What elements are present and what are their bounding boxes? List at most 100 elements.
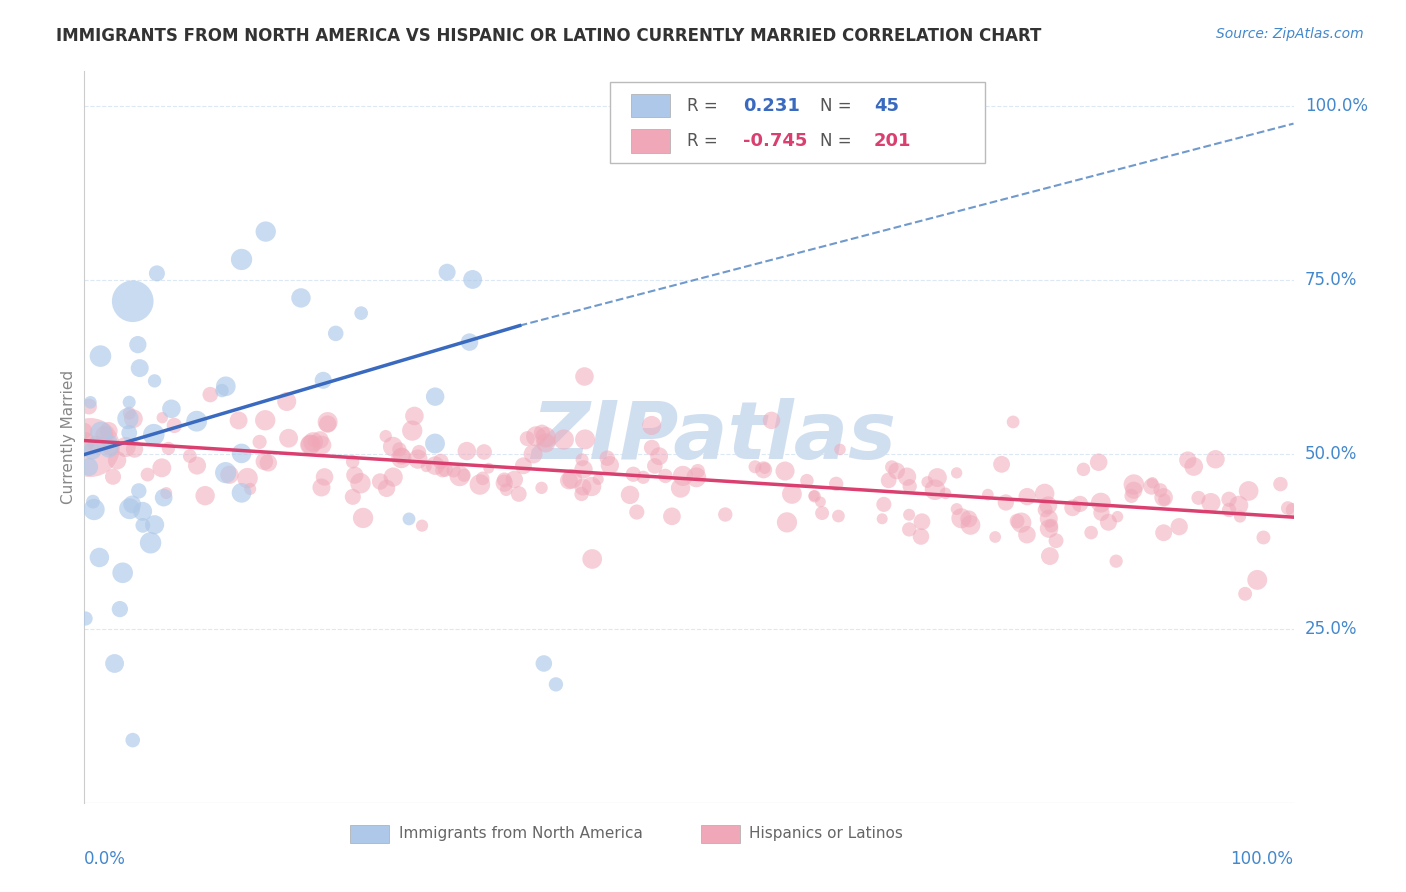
- Point: [456, 444, 478, 458]
- Point: [90, 425, 112, 440]
- Point: [349, 476, 371, 491]
- Point: [1149, 483, 1171, 498]
- Point: [1073, 462, 1095, 476]
- Point: [669, 481, 692, 495]
- Point: [744, 459, 766, 474]
- Point: [100, 434, 122, 449]
- Point: [796, 474, 818, 488]
- Point: [599, 458, 621, 473]
- Point: [388, 442, 411, 457]
- Point: [121, 497, 143, 511]
- Text: 0.231: 0.231: [744, 96, 800, 115]
- Point: [641, 441, 664, 455]
- Point: [828, 442, 851, 457]
- Point: [803, 489, 825, 503]
- Point: [389, 451, 412, 466]
- Point: [415, 459, 437, 474]
- Point: [75, 611, 97, 625]
- Point: [1097, 516, 1119, 530]
- Point: [1281, 503, 1303, 517]
- Point: [89, 550, 111, 565]
- Point: [544, 677, 567, 691]
- Point: [302, 434, 325, 449]
- Point: [114, 440, 136, 454]
- Point: [239, 482, 262, 496]
- Point: [215, 379, 238, 393]
- Point: [290, 291, 312, 305]
- Point: [453, 468, 475, 483]
- Point: [83, 502, 105, 516]
- Point: [761, 413, 783, 427]
- Point: [374, 429, 396, 443]
- Point: [1246, 573, 1268, 587]
- Point: [150, 460, 173, 475]
- Point: [77, 400, 100, 414]
- Point: [530, 481, 553, 495]
- Point: [406, 452, 429, 467]
- Text: 45: 45: [875, 96, 898, 115]
- Point: [105, 453, 128, 467]
- Point: [472, 445, 495, 459]
- Point: [1153, 491, 1175, 505]
- FancyBboxPatch shape: [350, 825, 389, 843]
- Point: [277, 431, 299, 445]
- Text: N =: N =: [820, 96, 851, 115]
- Point: [75, 434, 97, 449]
- Point: [1045, 533, 1067, 548]
- Point: [423, 390, 446, 404]
- Point: [214, 466, 236, 480]
- Point: [231, 252, 253, 267]
- Text: 50.0%: 50.0%: [1305, 445, 1357, 464]
- Point: [391, 449, 413, 463]
- Point: [155, 486, 177, 500]
- Point: [432, 463, 454, 477]
- Point: [423, 458, 446, 473]
- Point: [503, 473, 526, 487]
- Point: [121, 733, 143, 747]
- Point: [494, 473, 516, 487]
- Point: [117, 411, 139, 425]
- Point: [977, 488, 1000, 502]
- Point: [157, 442, 180, 456]
- Point: [131, 504, 153, 518]
- Point: [685, 470, 707, 484]
- Point: [471, 471, 494, 485]
- Point: [97, 441, 120, 455]
- Point: [873, 497, 896, 511]
- Point: [423, 436, 446, 450]
- Point: [934, 486, 956, 500]
- Point: [672, 469, 695, 483]
- Point: [257, 456, 280, 470]
- Point: [186, 458, 208, 473]
- Point: [596, 451, 619, 466]
- Point: [299, 438, 322, 452]
- FancyBboxPatch shape: [631, 94, 669, 118]
- Point: [959, 518, 981, 533]
- Point: [93, 427, 115, 442]
- Point: [231, 446, 253, 460]
- Y-axis label: Currently Married: Currently Married: [60, 370, 76, 504]
- Point: [179, 449, 201, 463]
- Point: [404, 409, 426, 423]
- Point: [316, 415, 339, 429]
- Point: [111, 566, 134, 580]
- Point: [561, 472, 583, 486]
- Point: [1017, 490, 1039, 504]
- Point: [574, 369, 596, 384]
- Point: [381, 440, 404, 454]
- Point: [911, 515, 934, 529]
- Point: [581, 479, 603, 493]
- Point: [449, 469, 471, 483]
- Point: [73, 424, 96, 438]
- Point: [312, 373, 335, 387]
- Point: [1153, 525, 1175, 540]
- Text: Immigrants from North America: Immigrants from North America: [399, 826, 643, 841]
- Point: [640, 418, 662, 433]
- Point: [118, 501, 141, 516]
- Point: [1182, 459, 1205, 474]
- Point: [311, 481, 333, 495]
- Point: [121, 294, 143, 309]
- Point: [1015, 527, 1038, 541]
- Point: [714, 508, 737, 522]
- Point: [302, 435, 325, 450]
